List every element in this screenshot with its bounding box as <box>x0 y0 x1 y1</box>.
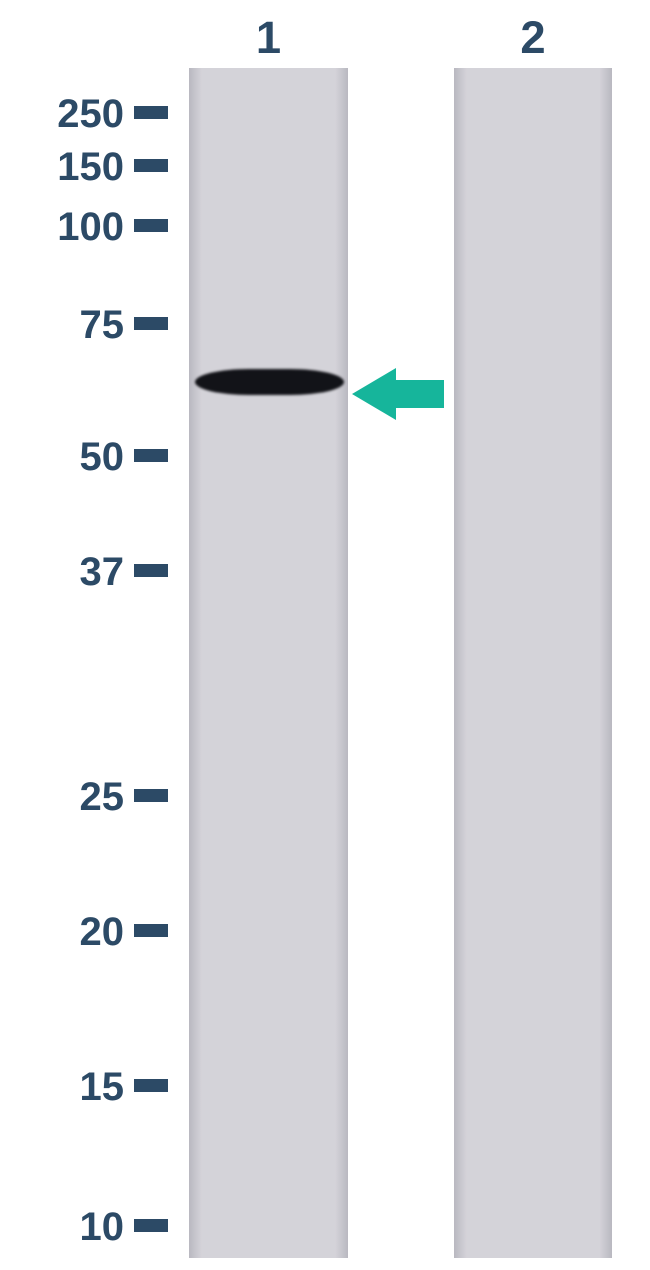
lane-1 <box>189 68 348 1258</box>
band-lane1-y382 <box>195 369 344 395</box>
ladder-tick-150 <box>134 159 168 172</box>
ladder-tick-20 <box>134 924 168 937</box>
blot-canvas: 1 2 250 150 100 75 50 37 25 20 15 10 <box>0 0 650 1270</box>
ladder-tick-10 <box>134 1219 168 1232</box>
ladder-tick-37 <box>134 564 168 577</box>
ladder-label-25: 25 <box>0 775 124 820</box>
ladder-label-37: 37 <box>0 550 124 595</box>
lane-header-1: 1 <box>189 12 348 64</box>
ladder-label-15: 15 <box>0 1065 124 1110</box>
ladder-tick-250 <box>134 106 168 119</box>
ladder-label-20: 20 <box>0 910 124 955</box>
band-arrow-icon <box>350 366 446 422</box>
ladder-tick-100 <box>134 219 168 232</box>
ladder-tick-25 <box>134 789 168 802</box>
ladder-label-100: 100 <box>0 205 124 250</box>
lane-2 <box>454 68 612 1258</box>
ladder-label-50: 50 <box>0 435 124 480</box>
ladder-label-150: 150 <box>0 145 124 190</box>
ladder-tick-50 <box>134 449 168 462</box>
ladder-label-10: 10 <box>0 1205 124 1250</box>
ladder-tick-75 <box>134 317 168 330</box>
ladder-label-75: 75 <box>0 303 124 348</box>
lane-header-2: 2 <box>454 12 612 64</box>
ladder-label-250: 250 <box>0 92 124 137</box>
ladder-tick-15 <box>134 1079 168 1092</box>
